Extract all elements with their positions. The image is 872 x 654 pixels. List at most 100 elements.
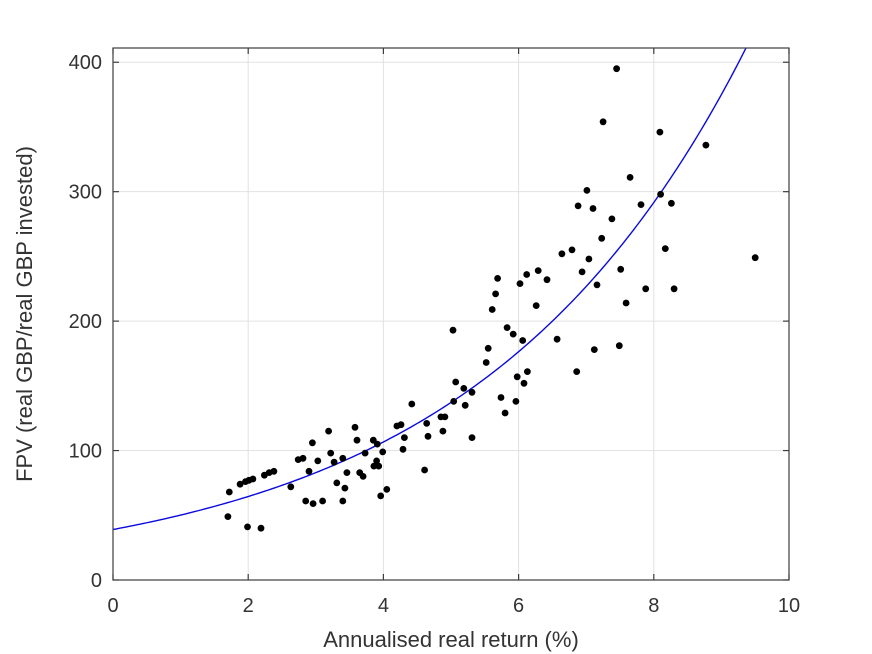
data-point: [351, 423, 359, 431]
data-point: [327, 449, 335, 457]
x-tick-label: 6: [513, 595, 524, 617]
data-point: [585, 255, 593, 263]
data-point: [516, 280, 524, 287]
data-point: [553, 335, 561, 343]
data-point: [657, 190, 664, 198]
data-point: [468, 388, 476, 396]
x-tick-label: 4: [378, 595, 389, 617]
data-point: [520, 379, 528, 387]
data-point: [333, 479, 341, 487]
data-point: [408, 400, 416, 408]
data-point: [613, 65, 620, 73]
x-tick-label: 10: [778, 595, 800, 617]
data-point: [608, 215, 616, 223]
data-point: [325, 427, 332, 435]
data-point: [503, 324, 511, 331]
y-axis-label: FPV (real GBP/real GBP invested): [12, 146, 37, 482]
data-point: [583, 187, 591, 194]
y-tick-label: 300: [69, 182, 102, 204]
data-point: [492, 290, 499, 298]
data-point: [341, 484, 349, 492]
data-point: [461, 401, 469, 409]
data-point: [225, 488, 233, 496]
data-point: [244, 523, 251, 531]
data-point: [702, 141, 710, 149]
data-point: [314, 457, 322, 465]
x-tick-label: 2: [243, 595, 254, 617]
data-point: [568, 246, 576, 254]
data-point: [309, 439, 316, 447]
data-point: [558, 250, 566, 258]
x-axis-label: Annualised real return (%): [323, 627, 579, 652]
x-tick-label: 0: [107, 595, 118, 617]
data-point: [668, 199, 675, 207]
data-point: [574, 202, 582, 210]
data-point: [439, 427, 447, 435]
data-point: [509, 330, 517, 338]
data-point: [339, 497, 347, 505]
data-point: [617, 265, 625, 273]
data-point: [598, 234, 606, 242]
data-point: [339, 454, 347, 462]
data-point: [460, 385, 468, 392]
data-point: [257, 524, 265, 532]
data-point: [626, 174, 634, 181]
data-point: [519, 337, 527, 344]
data-point: [249, 475, 257, 483]
y-tick-label: 100: [69, 441, 102, 463]
data-point: [305, 467, 313, 475]
data-point: [488, 306, 496, 313]
data-point: [361, 449, 369, 457]
data-point: [670, 285, 678, 293]
data-point: [302, 497, 310, 505]
data-point: [615, 342, 623, 350]
y-tick-label: 0: [91, 570, 102, 592]
data-point: [593, 281, 601, 289]
data-point: [642, 285, 650, 293]
data-point: [468, 434, 476, 441]
x-tick-label: 8: [648, 595, 659, 617]
data-point: [637, 201, 645, 209]
data-point: [299, 454, 307, 462]
axes-box: [112, 47, 790, 581]
y-tick-label: 200: [69, 311, 102, 333]
data-point: [373, 457, 380, 465]
data-point: [377, 492, 385, 500]
data-point: [399, 445, 407, 453]
data-point: [424, 432, 432, 440]
gridlines: [113, 48, 789, 580]
data-point: [397, 421, 405, 429]
data-point: [452, 378, 460, 386]
data-point: [421, 466, 428, 474]
data-point: [656, 128, 664, 136]
data-point: [441, 413, 449, 421]
data-point: [523, 271, 531, 278]
data-point: [449, 326, 457, 334]
data-point: [573, 368, 581, 375]
data-point: [383, 486, 391, 493]
data-point: [599, 118, 607, 126]
data-point: [270, 467, 278, 475]
data-point: [423, 420, 431, 427]
data-point: [359, 473, 367, 480]
data-point: [287, 483, 295, 491]
data-point: [401, 434, 408, 441]
data-point: [484, 344, 492, 352]
data-point: [543, 276, 551, 284]
data-point: [532, 302, 540, 309]
data-point: [450, 398, 458, 405]
data-point: [524, 368, 531, 375]
data-point: [622, 299, 630, 307]
axes-frame: [112, 47, 790, 581]
data-point: [319, 497, 326, 505]
data-point: [513, 373, 521, 381]
data-point: [751, 254, 759, 262]
data-point: [661, 245, 669, 253]
data-point: [578, 268, 586, 276]
data-point: [353, 436, 361, 444]
data-point: [224, 513, 232, 520]
data-point: [379, 448, 387, 456]
